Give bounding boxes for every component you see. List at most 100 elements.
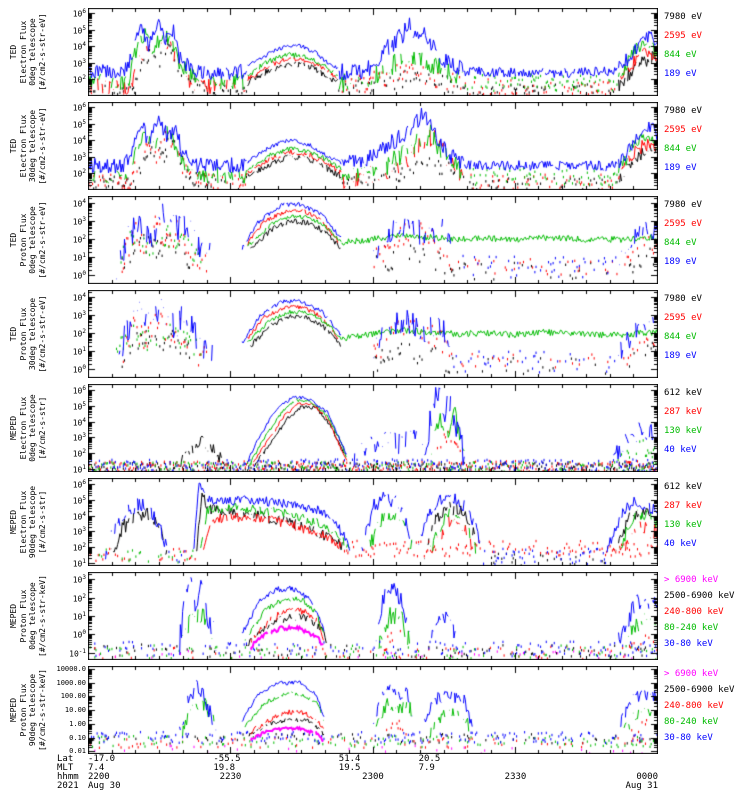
y-tick-label: 102 [72,234,86,245]
date-left-label: Aug 30 [88,781,121,791]
legend-label: 612 keV [664,388,702,398]
panel-plot-ted-electron-0deg [88,8,658,96]
y-tick-label: 106 [72,385,86,396]
legend-label: 612 keV [664,482,702,492]
mlt_row-value: 19.8 [213,763,236,773]
panel-plot-meped-proton-90deg [88,666,658,754]
y-tick-label: 10000.0 [56,664,86,673]
y-tick-label: 104 [72,198,86,209]
y-tick-label: 104 [72,416,86,428]
y-tick-label: 101 [72,252,86,263]
panel-plot-meped-electron-0deg [88,384,658,472]
y-tick-label: 100 [72,270,86,281]
y-tick-label: 104 [72,135,86,146]
y-tick-label: 104 [72,510,86,522]
y-tick-label: 103 [72,526,86,538]
legend-label: 287 keV [664,407,702,417]
y-tick-label: 100.00 [60,692,86,701]
panel-plot-ted-electron-30deg [88,102,658,190]
legend-label: 2595 eV [664,313,702,323]
legend-label: 189 eV [664,351,697,361]
legend-label: 130 keV [664,426,702,436]
legend-label: 7980 eV [664,294,702,304]
y-tick-label: 102 [72,74,86,86]
y-tick-label: 102 [72,328,86,339]
y-tick-label: 103 [72,574,86,585]
legend-label: 80-240 keV [664,623,719,633]
panel-plot-ted-proton-0deg [88,196,658,284]
y-tick-label: 106 [72,479,86,490]
y-tick-label: 100 [72,629,86,640]
y-tick-label: 102 [72,542,86,553]
x-tick-label: 2330 [504,772,527,782]
y-tick-label: 102 [72,448,86,459]
y-tick-label: 100 [72,364,86,375]
y-tick-label: 103 [72,310,86,321]
y-tick-label: 10.00 [64,706,86,714]
legend-label: 30-80 keV [664,733,713,743]
legend-label: 40 keV [664,539,697,549]
legend-label: 130 keV [664,520,702,530]
legend-label: 30-80 keV [664,639,713,649]
y-tick-label: 105 [72,495,86,506]
legend-label: 189 eV [664,257,697,267]
y-tick-label: 104 [72,41,86,52]
legend-label: 240-800 keV [664,607,724,617]
legend-label: > 6900 keV [664,669,719,679]
legend-label: 2500-6900 keV [664,591,735,601]
y-tick-label: 103 [72,216,86,227]
y-tick-label: 101 [72,463,86,475]
hhmm-row-label: hhmm [57,772,79,782]
x-tick-label: 2230 [219,772,242,782]
lat_row-value: 20.5 [418,754,441,764]
legend-label: 7980 eV [664,12,702,22]
y-tick-label: 104 [72,292,86,303]
legend-label: 2595 eV [664,219,702,229]
mlt-row-label: MLT [57,763,74,773]
lat_row-value: -55.5 [213,754,241,764]
legend-label: 2595 eV [664,31,702,41]
y-tick-label: 101 [72,611,86,622]
y-tick-label: 103 [72,432,86,444]
y-tick-label: 10-1 [69,647,86,659]
legend-label: 844 eV [664,50,697,60]
y-tick-label: 105 [72,401,86,412]
y-tick-label: 102 [72,592,86,604]
y-tick-label: 101 [72,346,86,357]
legend-label: 2500-6900 keV [664,685,735,695]
legend-label: 2595 eV [664,125,702,135]
y-tick-label: 101 [72,557,86,569]
mlt_row-value: 7.4 [88,763,105,773]
mlt_row-value: 7.9 [418,763,435,773]
lat-row-label: Lat [57,754,74,764]
panel-plot-meped-proton-0deg [88,572,658,660]
year-label: 2021 [57,781,79,791]
y-tick-label: 105 [72,118,86,130]
legend-label: 80-240 keV [664,717,719,727]
lat_row-value: -17.0 [88,754,116,764]
y-tick-label: 1000.00 [56,678,86,687]
y-tick-label: 103 [72,57,86,69]
legend-label: 240-800 keV [664,701,724,711]
y-tick-label: 106 [72,101,86,113]
legend-label: 189 eV [664,163,697,173]
x-tick-label: 0000 [636,772,658,782]
date-right-label: Aug 31 [625,781,658,791]
y-tick-label: 103 [72,151,86,163]
legend-label: > 6900 keV [664,575,719,585]
y-tick-label: 1.00 [69,719,86,728]
legend-label: 844 eV [664,238,697,248]
panel-plot-meped-electron-90deg [88,478,658,566]
legend-label: 40 keV [664,445,697,455]
legend-label: 189 eV [664,69,697,79]
x-tick-label: 2300 [362,772,384,782]
y-tick-label: 102 [72,168,86,180]
legend-label: 7980 eV [664,106,702,116]
legend-label: 287 keV [664,501,702,511]
lat_row-value: 51.4 [338,754,361,764]
mlt_row-value: 19.5 [338,763,361,773]
y-tick-label: 0.01 [69,747,86,756]
